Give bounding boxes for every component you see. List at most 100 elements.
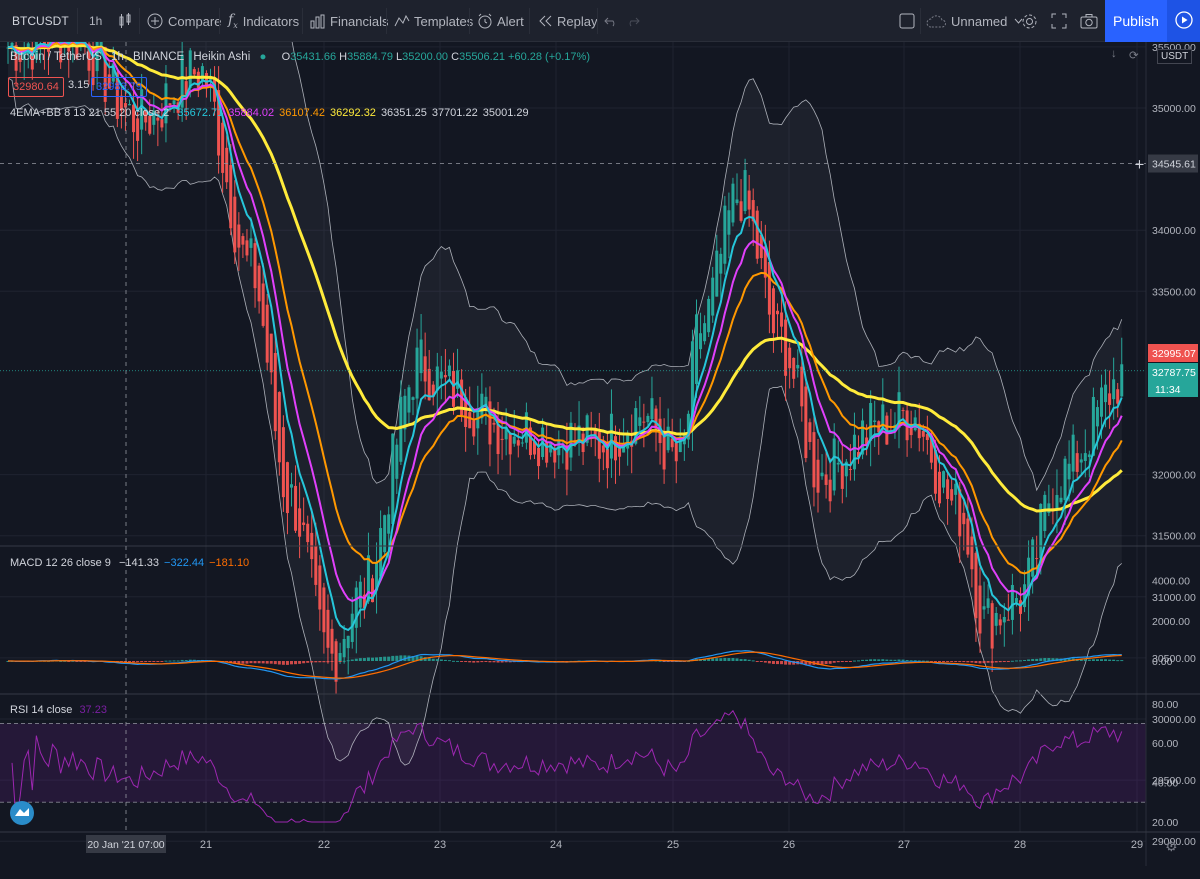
candle-body: [229, 165, 233, 229]
candle-body: [792, 357, 796, 379]
candle-body: [456, 370, 460, 389]
macd-histogram-bar: [354, 658, 358, 661]
macd-histogram-bar: [476, 661, 480, 663]
select-checkbox[interactable]: [899, 0, 915, 42]
macd-histogram-bar: [938, 661, 941, 662]
currency-label[interactable]: USDT: [1157, 49, 1193, 64]
macd-histogram-bar: [500, 661, 504, 663]
macd-histogram-bar: [63, 660, 67, 662]
macd-histogram-bar: [1063, 658, 1067, 661]
logo[interactable]: [10, 801, 34, 825]
refresh-icon[interactable]: ⟳: [1129, 50, 1139, 62]
indicator-value: 36107.42: [279, 107, 326, 119]
chart-settings-icon[interactable]: ⚙: [1165, 838, 1178, 854]
candle-body: [650, 398, 654, 420]
candle-body: [241, 236, 245, 245]
candle-body: [128, 104, 131, 106]
indicator-value: 36351.25: [380, 107, 427, 119]
candle-body: [123, 103, 127, 108]
buy-button[interactable]: 32983.79: [91, 77, 147, 97]
macd-histogram-bar: [257, 661, 261, 664]
interval-button[interactable]: 1h: [89, 14, 103, 28]
candle-body: [970, 536, 974, 570]
candle-body: [1019, 600, 1022, 614]
scroll-down-icon[interactable]: ↓: [1111, 48, 1117, 60]
candle-body: [844, 461, 848, 477]
price-tick-label: 35500.00: [1152, 42, 1196, 54]
alert-button[interactable]: Alert: [477, 0, 524, 42]
candle-body: [265, 304, 269, 363]
candle-body: [443, 375, 447, 378]
indicator-value: 35672.71: [177, 107, 224, 119]
candle-body: [14, 45, 18, 71]
macd-histogram-bar: [338, 661, 342, 662]
macd-histogram-bar: [869, 659, 873, 661]
crosshair-time-box: [86, 835, 166, 853]
rsi-tick-label: 80.00: [1152, 699, 1178, 711]
chart-type-button[interactable]: [117, 0, 133, 42]
macd-histogram-bar: [966, 661, 970, 663]
toolbar-divider: [139, 8, 140, 34]
symbol-search[interactable]: BTCUSDT: [12, 14, 69, 28]
candle-body: [832, 438, 836, 491]
macd-histogram-bar: [727, 658, 731, 661]
candle-body: [593, 429, 597, 435]
sell-button[interactable]: 32980.64: [8, 77, 64, 97]
snapshot-button[interactable]: [1080, 0, 1098, 42]
layout-name-button[interactable]: Unnamed: [926, 0, 1023, 42]
macd-histogram-bar: [180, 659, 184, 661]
time-tick-label: 25: [667, 839, 679, 851]
price-chart[interactable]: 35500.00 35000.00 34000.00 33500.00 32000.00…: [0, 42, 1200, 866]
bar-chart-icon: [310, 14, 325, 29]
macd-histogram-bar: [411, 656, 415, 661]
play-button[interactable]: [1167, 0, 1200, 42]
templates-button[interactable]: Templates: [394, 0, 473, 42]
gear-icon: [1021, 13, 1038, 30]
macd-histogram-bar: [237, 661, 241, 664]
publish-button[interactable]: Publish: [1105, 0, 1167, 42]
candle-body: [788, 347, 792, 369]
macd-histogram-bar: [334, 661, 338, 663]
macd-histogram-bar: [427, 658, 431, 661]
macd-histogram-bar: [75, 661, 79, 662]
settings-button[interactable]: [1021, 0, 1038, 42]
financials-button[interactable]: Financials: [310, 0, 389, 42]
candle-body: [962, 512, 966, 525]
candle-body: [140, 89, 144, 130]
indicators-button[interactable]: fx Indicators: [228, 0, 299, 42]
macd-histogram-bar: [921, 660, 925, 662]
candle-body: [678, 436, 682, 453]
macd-histogram-bar: [472, 661, 476, 663]
high-value: 35884.79: [347, 51, 393, 63]
macd-histogram-bar: [958, 661, 962, 663]
redo-button[interactable]: [626, 0, 640, 42]
candle-body: [1043, 494, 1047, 532]
low-label: L: [396, 51, 403, 63]
macd-histogram-bar: [994, 661, 998, 663]
indicator-value: 37701.22: [431, 107, 478, 119]
candle-body: [383, 515, 387, 553]
candle-body: [423, 356, 427, 382]
macd-histogram-bar: [480, 661, 484, 663]
candle-body: [686, 413, 690, 440]
macd-histogram-bar: [978, 661, 982, 664]
macd-histogram-bar: [253, 661, 257, 664]
price-tick-label: 31500.00: [1152, 531, 1196, 543]
time-tick-label: 28: [1014, 839, 1026, 851]
candle-body: [804, 386, 808, 459]
replay-button[interactable]: Replay: [537, 0, 597, 42]
macd-histogram-bar: [1100, 659, 1103, 661]
candle-body: [642, 421, 646, 423]
open-value: 35431.66: [290, 51, 337, 63]
macd-histogram-bar: [350, 659, 354, 661]
compare-button[interactable]: Compare: [147, 0, 221, 42]
macd-tick-label: 4000.00: [1152, 576, 1190, 588]
close-value: 35506.21: [459, 51, 505, 63]
undo-button[interactable]: [604, 0, 618, 42]
candle-body: [974, 552, 978, 619]
candle-body: [330, 628, 334, 654]
macd-histogram-bar: [192, 659, 196, 661]
candle-body: [812, 432, 816, 488]
fullscreen-button[interactable]: [1051, 0, 1067, 42]
candle-body: [537, 447, 541, 467]
